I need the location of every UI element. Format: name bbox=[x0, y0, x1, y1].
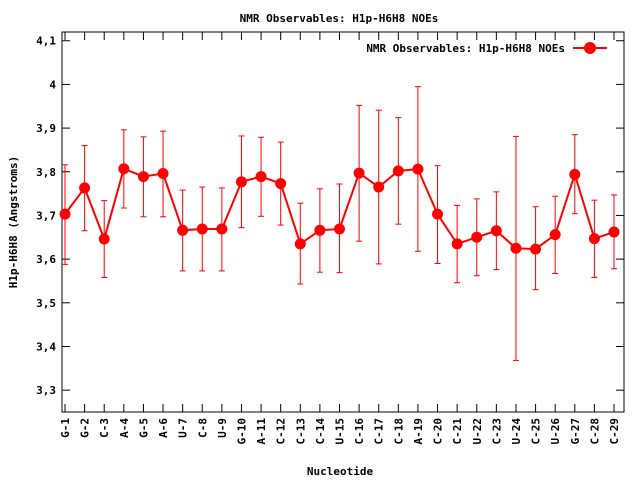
y-tick-label: 3,7 bbox=[36, 209, 56, 222]
x-tick-label: U-15 bbox=[334, 418, 347, 445]
x-tick-label: A-11 bbox=[255, 418, 268, 445]
x-tick-label: G-1 bbox=[59, 418, 72, 438]
data-point bbox=[255, 171, 267, 183]
y-tick-label: 4,1 bbox=[36, 35, 56, 48]
data-point bbox=[98, 233, 110, 245]
data-point bbox=[353, 167, 365, 179]
x-tick-label: U-24 bbox=[510, 418, 523, 445]
data-points bbox=[59, 163, 620, 255]
x-tick-label: U-7 bbox=[177, 418, 190, 438]
data-point bbox=[490, 225, 502, 237]
data-point bbox=[569, 168, 581, 180]
data-point bbox=[530, 243, 542, 255]
x-tick-label: C-13 bbox=[294, 418, 307, 445]
y-tick-label: 3,3 bbox=[36, 384, 56, 397]
data-point bbox=[216, 223, 228, 235]
data-point bbox=[373, 181, 385, 193]
x-tick-label: C-20 bbox=[432, 418, 445, 445]
plot-frame bbox=[61, 31, 625, 413]
data-point bbox=[59, 208, 71, 220]
data-point bbox=[177, 224, 189, 236]
y-axis: 3,3 3,4 3,5 3,6 3,7 3,8 3,9 4 4,1 bbox=[36, 35, 624, 397]
x-tick-label: C-23 bbox=[490, 418, 503, 445]
data-point bbox=[608, 226, 620, 238]
data-point bbox=[196, 223, 208, 235]
y-tick-label: 4 bbox=[49, 78, 56, 91]
x-tick-label: U-26 bbox=[549, 418, 562, 445]
x-tick-label: C-12 bbox=[275, 418, 288, 445]
y-tick-label: 3,8 bbox=[36, 166, 56, 179]
x-axis: G-1 G-2 C-3 A-4 G-5 A-6 U-7 C-8 U-9 G-10 A-11 C-12 C… bbox=[59, 32, 621, 445]
data-point bbox=[294, 238, 306, 250]
x-tick-label: C-3 bbox=[98, 418, 111, 438]
x-tick-label: C-25 bbox=[530, 418, 543, 445]
legend: NMR Observables: H1p-H6H8 NOEs bbox=[366, 42, 607, 55]
x-axis-label: Nucleotide bbox=[307, 465, 374, 478]
x-tick-label: C-17 bbox=[373, 418, 386, 445]
data-point bbox=[314, 224, 326, 236]
data-point bbox=[137, 171, 149, 183]
x-tick-label: C-28 bbox=[588, 418, 601, 445]
x-tick-label: U-22 bbox=[471, 418, 484, 445]
chart-title: NMR Observables: H1p-H6H8 NOEs bbox=[240, 12, 439, 25]
x-tick-label: C-8 bbox=[196, 418, 209, 438]
data-point bbox=[510, 242, 522, 254]
x-tick-label: A-19 bbox=[412, 418, 425, 445]
x-tick-label: C-14 bbox=[314, 418, 327, 445]
data-point bbox=[392, 165, 404, 177]
data-point bbox=[451, 238, 463, 250]
legend-marker bbox=[584, 42, 596, 54]
data-point bbox=[235, 176, 247, 188]
data-point bbox=[588, 233, 600, 245]
data-point bbox=[334, 223, 345, 235]
y-tick-label: 3,5 bbox=[36, 297, 56, 310]
x-tick-label: C-18 bbox=[392, 418, 405, 445]
x-tick-label: C-29 bbox=[608, 418, 621, 445]
y-axis-label: H1p-H6H8 (Angstroms) bbox=[7, 156, 20, 288]
y-tick-label: 3,6 bbox=[36, 253, 56, 266]
y-tick-label: 3,9 bbox=[36, 122, 56, 135]
x-tick-label: C-21 bbox=[451, 418, 464, 445]
x-tick-label: U-9 bbox=[216, 418, 229, 438]
data-point bbox=[471, 231, 483, 243]
x-tick-label: C-16 bbox=[353, 418, 366, 445]
data-point bbox=[432, 208, 444, 220]
data-point bbox=[79, 182, 91, 194]
x-tick-label: A-6 bbox=[157, 418, 170, 438]
data-point bbox=[118, 163, 130, 175]
data-point bbox=[275, 178, 287, 190]
y-tick-label: 3,4 bbox=[36, 340, 56, 353]
x-tick-label: A-4 bbox=[118, 418, 131, 438]
x-tick-label: G-2 bbox=[79, 418, 92, 438]
x-tick-label: G-27 bbox=[569, 418, 582, 445]
x-tick-label: G-5 bbox=[137, 418, 150, 438]
data-point bbox=[549, 229, 561, 241]
x-tick-label: G-10 bbox=[235, 418, 248, 445]
data-point bbox=[412, 163, 424, 175]
data-point bbox=[157, 168, 169, 180]
legend-label: NMR Observables: H1p-H6H8 NOEs bbox=[366, 42, 565, 55]
